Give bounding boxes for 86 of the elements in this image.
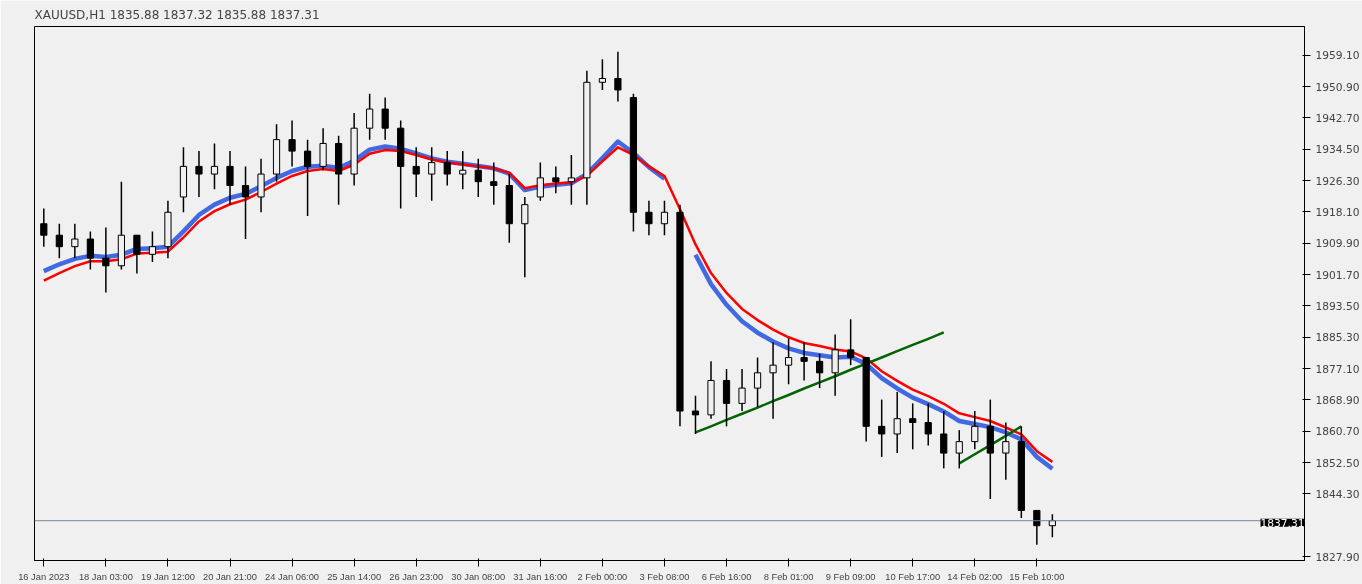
y-tick-label: 1909.90 [1315,237,1360,251]
candlestick [909,402,917,451]
y-tick-label: 1827.90 [1315,550,1360,564]
candlestick [210,142,219,191]
candlestick [567,154,575,206]
candlestick [257,158,265,214]
candlestick [288,119,296,168]
x-tick-label: 18 Jan 03:00 [78,571,133,582]
candlestick [490,161,498,206]
x-tick-label: 20 Jan 21:00 [203,571,257,582]
x-tick-label: 14 Feb 02:00 [947,571,1003,582]
candlestick [1002,421,1010,481]
x-tick-label: 24 Jan 06:00 [265,571,320,582]
y-tick-label: 1934.50 [1315,143,1360,157]
x-tick-label: 2 Feb 00:00 [577,571,628,582]
candlestick [831,333,839,397]
candlestick [552,165,560,194]
y-tick-label: 1844.30 [1315,487,1360,501]
candlestick [816,352,824,389]
candlestick [148,230,157,263]
y-tick-label: 1893.50 [1315,299,1360,313]
candlestick [443,150,451,187]
candlestick [1033,509,1041,546]
candlestick [645,200,653,236]
candlestick [412,146,420,198]
candlestick [474,158,482,198]
x-tick-label: 8 Feb 01:00 [763,571,814,582]
chart-title: XAUUSD,H1 1835.88 1837.32 1835.88 1837.31 [34,7,320,22]
candlestick [722,368,731,428]
candlestick [102,226,110,294]
candlestick [86,230,94,271]
line-series [694,331,945,434]
x-tick-label: 31 Jan 16:00 [513,571,568,582]
candlestick [971,410,979,451]
y-tick-label: 1950.90 [1315,80,1360,94]
candlestick [753,356,762,408]
candlestick [940,410,948,470]
x-tick-label: 15 Feb 10:00 [1009,571,1065,582]
candlestick [55,222,63,259]
y-tick-label: 1942.70 [1315,111,1360,125]
x-tick-label: 6 Feb 16:00 [701,571,752,582]
x-tick-label: 25 Jan 14:00 [327,571,382,582]
candlestick [847,318,855,366]
y-tick-label: 1901.70 [1315,268,1360,282]
candlestick [878,398,886,458]
candlestick [955,429,963,470]
y-tick-label: 1885.30 [1315,331,1360,345]
candlestick [598,58,606,91]
ref-line-label: 1837.31 [1260,516,1305,530]
x-tick-label: 3 Feb 08:00 [639,571,690,582]
y-tick-label: 1918.10 [1315,205,1360,219]
candlestick [536,161,544,202]
y-tick-label: 1959.10 [1315,49,1360,63]
candlestick [366,93,374,141]
candlestick [738,368,746,412]
candlestick [71,222,79,259]
candlestick [893,391,901,454]
y-tick-label: 1852.50 [1315,456,1360,470]
candlestick [303,138,312,217]
candlestick [40,207,48,248]
candlestick [784,337,793,386]
candlestick [459,150,467,191]
y-tick-label: 1868.90 [1315,393,1360,407]
x-tick-label: 19 Jan 12:00 [140,571,195,582]
candlestick [614,50,622,103]
x-tick-label: 10 Feb 17:00 [885,571,941,582]
candlestick [660,200,669,236]
candlestick [521,196,529,278]
x-tick-label: 30 Jan 08:00 [451,571,506,582]
candlestick [133,234,141,275]
candlestick [769,341,777,420]
candlestick [691,395,700,435]
candlestick [924,402,932,447]
candlestick [800,341,808,382]
y-tick-label: 1860.70 [1315,425,1360,439]
y-tick-label: 1877.10 [1315,362,1360,376]
x-tick-label: 16 Jan 2023 [18,571,70,582]
x-tick-label: 26 Jan 23:00 [389,571,444,582]
x-tick-label: 9 Feb 09:00 [825,571,876,582]
candlestick [241,165,250,240]
candlestick [226,150,234,206]
candlestick [195,150,203,198]
candlestick [381,96,389,141]
y-tick-label: 1926.30 [1315,174,1360,188]
candlestick [428,146,436,202]
candlestick [319,127,327,171]
